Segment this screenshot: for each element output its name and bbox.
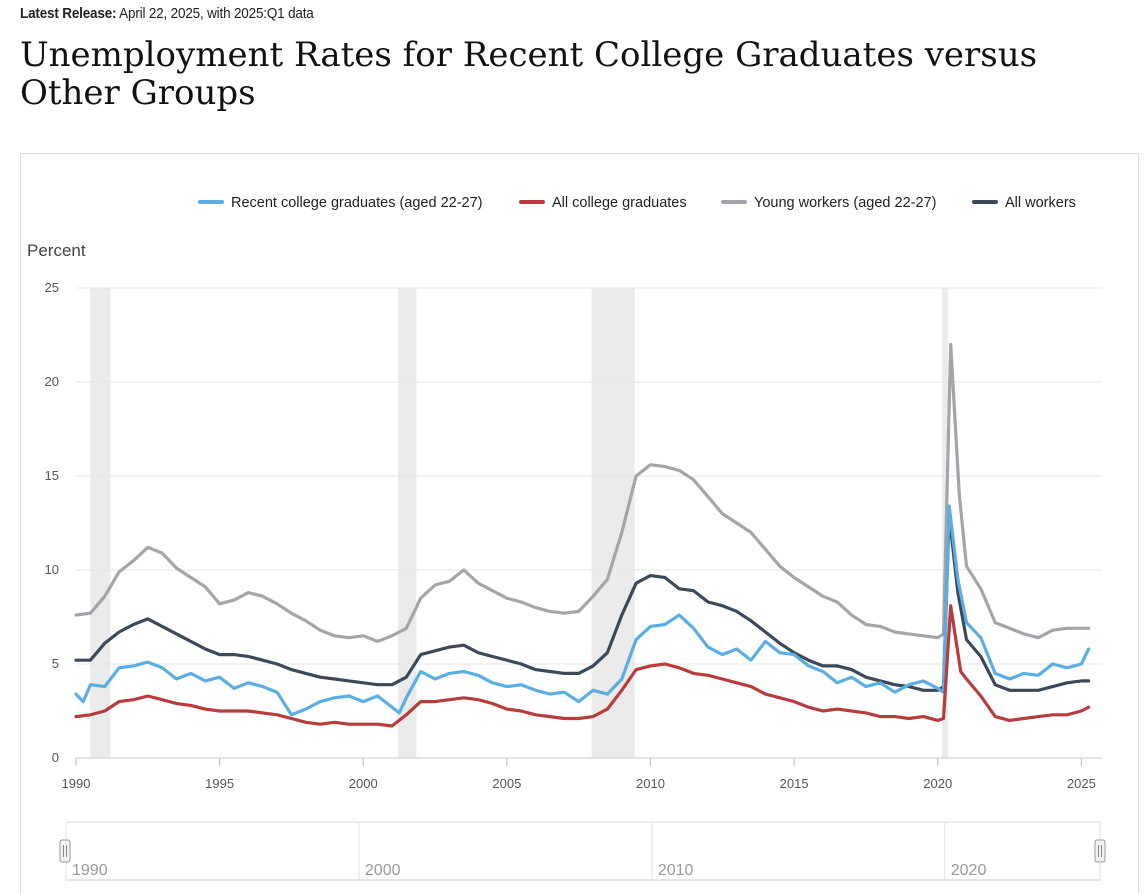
latest-release-date: April 22, 2025, with 2025:Q1 data xyxy=(119,5,314,22)
navigator-frame xyxy=(65,821,1101,881)
series-line-all-grads[interactable] xyxy=(74,604,1091,728)
x-tick-label: 2000 xyxy=(349,776,378,791)
x-tick-label: 2010 xyxy=(636,776,665,791)
legend-item[interactable]: Recent college graduates (aged 22-27) xyxy=(231,195,483,211)
latest-release: Latest Release: April 22, 2025, with 202… xyxy=(20,5,314,22)
y-axis-label: Percent xyxy=(27,241,86,260)
y-tick-label: 5 xyxy=(52,656,59,671)
legend-item[interactable]: Young workers (aged 22-27) xyxy=(754,195,936,211)
navigator-label: 1990 xyxy=(72,862,108,879)
navigator-label: 2020 xyxy=(951,862,987,879)
y-tick-label: 0 xyxy=(52,750,59,765)
x-tick-label: 2025 xyxy=(1067,776,1096,791)
series-line-young[interactable] xyxy=(74,342,1091,643)
x-tick-label: 2015 xyxy=(780,776,809,791)
y-tick-label: 20 xyxy=(45,374,59,389)
x-tick-label: 1995 xyxy=(205,776,234,791)
y-tick-label: 25 xyxy=(45,280,59,295)
x-tick-label: 2005 xyxy=(492,776,521,791)
recession-band xyxy=(397,288,417,758)
legend-item[interactable]: All workers xyxy=(1005,195,1076,211)
x-tick-label: 1990 xyxy=(62,776,91,791)
y-tick-label: 10 xyxy=(45,562,59,577)
latest-release-label: Latest Release: xyxy=(20,5,117,22)
x-tick-label: 2020 xyxy=(923,776,952,791)
series-line-recent[interactable] xyxy=(74,504,1091,717)
navigator-label: 2000 xyxy=(365,862,401,879)
page-title: Unemployment Rates for Recent College Gr… xyxy=(20,35,1038,113)
y-tick-label: 15 xyxy=(45,468,59,483)
navigator-right-handle[interactable] xyxy=(1094,839,1106,863)
chart-container xyxy=(20,153,1139,893)
recession-band xyxy=(90,288,111,758)
navigator-label: 2010 xyxy=(658,862,694,879)
legend-item[interactable]: All college graduates xyxy=(552,195,687,211)
navigator-left-handle[interactable] xyxy=(59,839,71,863)
